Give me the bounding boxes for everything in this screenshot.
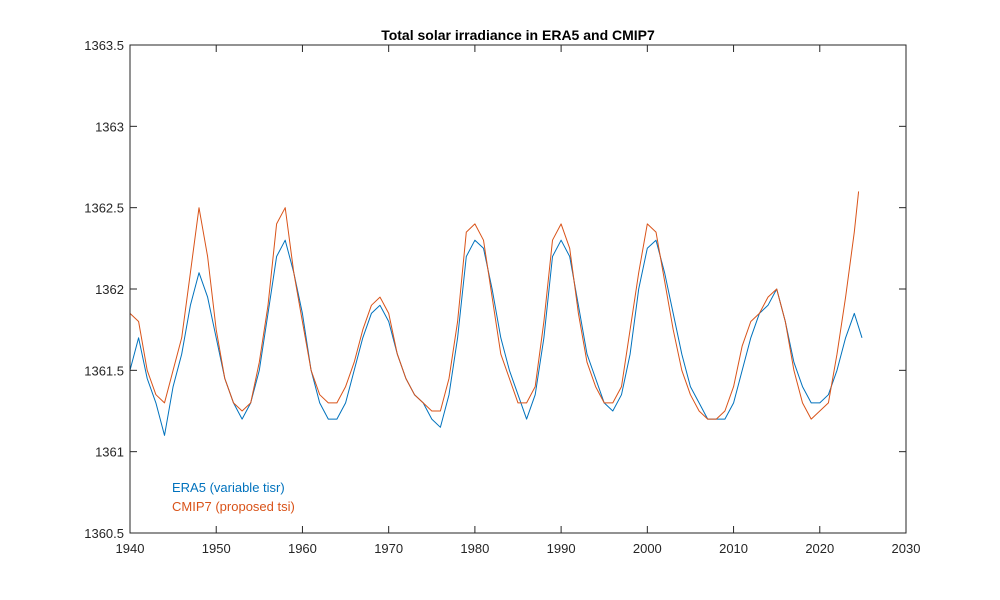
x-tick-label: 2010 bbox=[719, 541, 748, 556]
x-tick-label: 2030 bbox=[892, 541, 921, 556]
chart-title: Total solar irradiance in ERA5 and CMIP7 bbox=[381, 27, 655, 43]
axis-ticks: 1940 1950 1960 1970 1980 1990 2000 2010 2020 2030… bbox=[84, 38, 920, 556]
y-tick-label: 1363 bbox=[95, 119, 124, 134]
y-tick-label: 1362 bbox=[95, 282, 124, 297]
x-tick-label: 2020 bbox=[805, 541, 834, 556]
series-line-cmip7 bbox=[129, 191, 860, 420]
legend-entry-cmip7: CMIP7 (proposed tsi) bbox=[172, 499, 295, 514]
y-tick-label: 1363.5 bbox=[84, 38, 124, 53]
x-tick-label: 1940 bbox=[116, 541, 145, 556]
y-tick-label: 1360.5 bbox=[84, 526, 124, 541]
x-tick-label: 2000 bbox=[633, 541, 662, 556]
plot-area-frame bbox=[129, 44, 907, 534]
x-tick-label: 1950 bbox=[202, 541, 231, 556]
y-tick-label: 1362.5 bbox=[84, 201, 124, 216]
legend: ERA5 (variable tisr) CMIP7 (proposed tsi… bbox=[172, 480, 295, 514]
x-tick-label: 1990 bbox=[547, 541, 576, 556]
x-tick-label: 1980 bbox=[460, 541, 489, 556]
y-tick-label: 1361 bbox=[95, 445, 124, 460]
plot-lines bbox=[129, 191, 863, 436]
x-tick-label: 1960 bbox=[288, 541, 317, 556]
series-line-era5 bbox=[129, 239, 863, 436]
x-tick-label: 1970 bbox=[374, 541, 403, 556]
y-tick-label: 1361.5 bbox=[84, 363, 124, 378]
legend-entry-era5: ERA5 (variable tisr) bbox=[172, 480, 285, 495]
